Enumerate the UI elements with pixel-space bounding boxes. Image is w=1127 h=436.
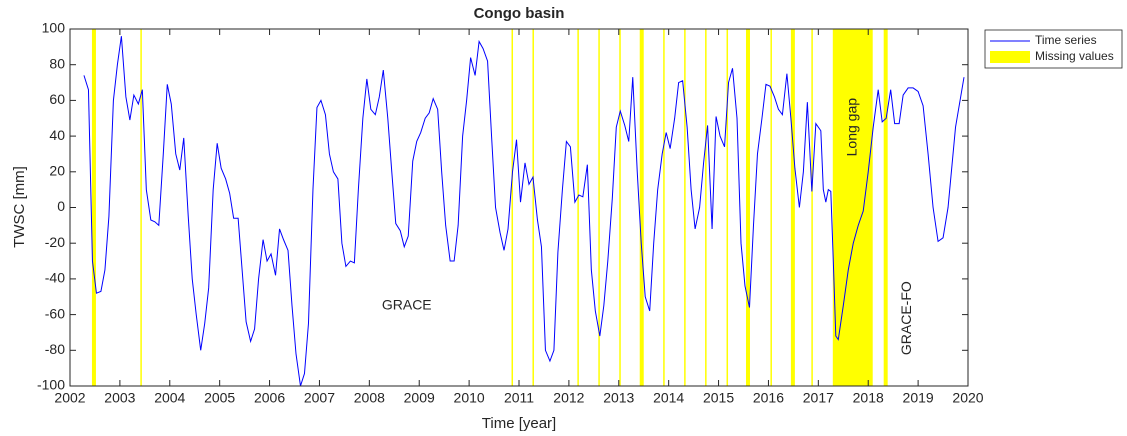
missing-band — [684, 29, 686, 386]
missing-band — [91, 29, 96, 386]
y-tick-label: -80 — [45, 341, 65, 357]
x-tick-label: 2013 — [603, 390, 634, 406]
x-tick-label: 2003 — [104, 390, 135, 406]
y-tick-label: -40 — [45, 270, 65, 286]
missing-band — [883, 29, 888, 386]
x-tick-label: 2004 — [154, 390, 185, 406]
x-tick-label: 2015 — [703, 390, 734, 406]
y-tick-label: 20 — [49, 163, 65, 179]
y-tick-label: -100 — [37, 377, 65, 393]
x-axis-label: Time [year] — [482, 415, 556, 432]
x-tick-label: 2017 — [803, 390, 834, 406]
missing-band — [726, 29, 729, 386]
annotation: Long gap — [843, 98, 859, 157]
missing-band — [532, 29, 534, 386]
y-tick-label: 0 — [57, 198, 65, 214]
missing-band — [639, 29, 644, 386]
x-tick-label: 2007 — [304, 390, 335, 406]
missing-band — [745, 29, 750, 386]
x-tick-label: 2014 — [653, 390, 684, 406]
missing-band — [619, 29, 621, 386]
missing-band — [140, 29, 142, 386]
legend-label: Time series — [1035, 33, 1097, 47]
x-tick-label: 2006 — [254, 390, 285, 406]
y-axis-label: TWSC [mm] — [11, 166, 28, 248]
missing-band — [577, 29, 579, 386]
y-tick-label: 60 — [49, 91, 65, 107]
missing-band — [770, 29, 772, 386]
x-tick-label: 2002 — [54, 390, 85, 406]
annotation: GRACE — [382, 296, 432, 312]
y-tick-label: -60 — [45, 305, 65, 321]
series-line — [83, 36, 965, 387]
y-tick-label: 80 — [49, 55, 65, 71]
missing-band — [832, 29, 873, 386]
y-tick-label: 100 — [42, 20, 66, 36]
missing-band — [811, 29, 813, 386]
y-tick-label: 40 — [49, 127, 65, 143]
x-tick-label: 2016 — [753, 390, 784, 406]
x-tick-label: 2012 — [553, 390, 584, 406]
missing-band — [705, 29, 707, 386]
x-tick-label: 2020 — [952, 390, 983, 406]
x-tick-label: 2005 — [204, 390, 235, 406]
y-tick-label: -20 — [45, 234, 65, 250]
annotation: GRACE-FO — [898, 281, 914, 355]
missing-band — [598, 29, 600, 386]
x-tick-label: 2011 — [504, 390, 534, 406]
x-tick-label: 2008 — [354, 390, 385, 406]
chart-title: Congo basin — [474, 5, 565, 22]
x-tick-label: 2019 — [903, 390, 934, 406]
legend-label: Missing values — [1035, 49, 1114, 63]
missing-band — [663, 29, 665, 386]
missing-band — [790, 29, 795, 386]
x-tick-label: 2018 — [853, 390, 884, 406]
x-tick-label: 2009 — [404, 390, 435, 406]
legend-swatch — [990, 51, 1030, 63]
missing-band — [511, 29, 514, 386]
x-tick-label: 2010 — [454, 390, 485, 406]
